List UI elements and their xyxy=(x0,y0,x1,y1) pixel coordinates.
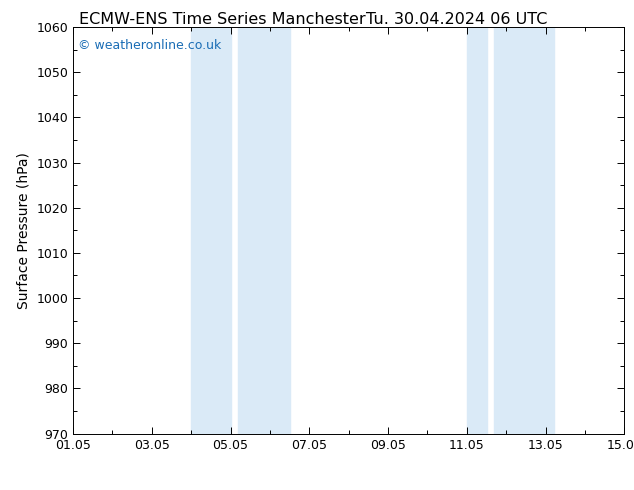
Bar xyxy=(495,27,553,434)
Text: Tu. 30.04.2024 06 UTC: Tu. 30.04.2024 06 UTC xyxy=(366,12,547,27)
Bar xyxy=(191,27,231,434)
Text: ECMW-ENS Time Series Manchester: ECMW-ENS Time Series Manchester xyxy=(79,12,365,27)
Bar xyxy=(467,27,487,434)
Y-axis label: Surface Pressure (hPa): Surface Pressure (hPa) xyxy=(16,152,30,309)
Text: © weatheronline.co.uk: © weatheronline.co.uk xyxy=(79,39,222,52)
Bar xyxy=(238,27,290,434)
